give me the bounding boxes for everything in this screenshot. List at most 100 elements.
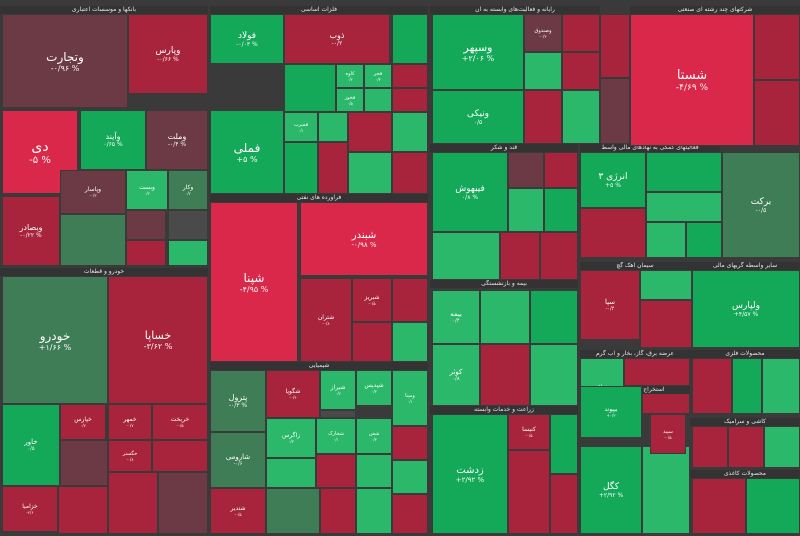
stock-symbol: وسپهر [463,41,493,54]
stock-change: +۱/۶۶ % [38,342,72,352]
stock-symbol: فیبهوش [455,183,485,194]
sector-title: سیمان آهک گچ [580,262,690,270]
stock-symbol: شفن [368,430,380,437]
stock-tile: وبست ۰/۲ [126,170,168,210]
stock-tile: خودرو +۱/۶۶ % [2,276,108,404]
stock-symbol: خساپا [144,329,172,342]
tile-filler [284,64,336,112]
stock-change: ۰/۴ [452,318,460,324]
stock-symbol: خاور [24,438,38,446]
tile-filler [642,446,690,534]
stock-symbol: ولپارس [732,300,760,311]
stock-change: -۵ % [29,154,51,166]
stock-change: ۰/۶۵ % [103,141,123,148]
stock-symbol: وملت [167,132,187,141]
stock-tile: شپنا -۴/۹۵ % [210,202,298,362]
stock-tile: ومپنا ۰/۱ [392,370,428,426]
tile-filler [762,358,800,414]
stock-tile: وملت -۰/۴ % [146,110,208,170]
tile-filler [686,222,722,258]
stock-symbol: بیمه [450,310,462,318]
tile-filler [480,290,530,344]
stock-tile: شتدیر -۰/۵ [210,488,266,534]
stock-tile: وآیند ۰/۶۵ % [80,110,146,170]
stock-tile: خپارس ۰/۷ [60,404,106,440]
sector-title: بیمه و بازنشستگی [430,280,578,288]
tile-filler [640,270,692,300]
stock-symbol: شبریز [364,294,380,301]
stock-symbol: وتجارت [46,49,84,64]
stock-change: ۰/۵ [27,446,35,452]
tile-filler [544,152,578,188]
stock-change: -۰/۶۶ % [157,55,179,63]
tile-filler [392,14,428,64]
stock-tile: فیبهوش ۰/۸ % [432,152,508,232]
stock-symbol: فولاد [237,30,257,41]
stock-change: ۰/۸ % [461,193,479,201]
stock-change: -۰/۲ [331,40,343,47]
stock-symbol: وکار [182,184,194,191]
tile-filler [540,232,578,280]
tile-filler [524,52,562,90]
stock-change: -۰/۶ [233,461,243,467]
tile-filler [646,222,686,258]
tile-filler [126,240,166,266]
tile-filler [550,414,578,474]
stock-symbol: وپاسار [84,186,102,193]
stock-symbol: شارومی [225,453,251,461]
tile-filler [580,208,646,258]
tile-filler [392,426,428,460]
stock-tile: خمهر -۰/۷ [108,404,152,440]
stock-change: -۰/۵ [755,206,767,214]
stock-change: ۰/۸ [452,376,460,382]
stock-change: +۲/۹۲ % [455,475,485,484]
stock-tile: وپارس -۰/۶۶ % [128,14,208,94]
stock-symbol: ومپنا [405,392,415,399]
stock-change: ۰/۳ [375,76,381,82]
stock-change: -۰/۸ [126,456,134,462]
tile-filler [392,112,428,152]
stock-change: -۰/۵ [525,433,533,438]
stock-change: ۰/۳ [371,389,377,394]
sector-title: شیمیایی [210,362,428,370]
stock-change: +۲/۹۲ % [598,491,624,499]
stock-change: +۴/۵۷ % [733,310,759,318]
stock-change: ۰/۵ [347,100,353,106]
tile-filler [348,112,392,152]
stock-symbol: برکت [750,196,772,207]
stock-tile: وپاسار -۰/۳ [60,170,126,214]
stock-change: -۰/۵ [176,423,184,428]
sector-title: فعالیتهای کمکی به نهادهای مالی واسط [580,144,720,152]
stock-tile: شبندر -۰/۹۸ % [300,202,428,276]
tile-filler [58,486,108,534]
sector-title: خودرو و قطعات [0,268,208,276]
tile-filler [316,454,356,488]
stock-symbol: شستا [676,67,708,83]
stock-symbol: شپدیس [364,382,384,389]
tile-filler [728,426,764,468]
tile-filler [550,474,578,534]
tile-filler [508,450,550,534]
stock-symbol: شتران [317,314,335,321]
stock-change: -۲/۶ [26,510,34,515]
stock-symbol: وبصادر [19,223,43,232]
tile-filler [392,152,428,194]
stock-symbol: کنیسا [522,426,536,433]
sector-title: شرکتهای چند رشته ای صنعتی [630,6,800,14]
tile-filler [764,426,800,468]
stock-symbol: فملی [233,140,261,155]
stock-tile: فولاد -۰/۰۳ % [210,14,284,64]
stock-change: -۰/۵ [234,512,242,517]
tile-filler [544,188,578,232]
stock-change: -۰/۲۲ % [20,232,42,239]
tile-filler [500,232,540,280]
stock-tile: شستا -۴/۶۹ % [630,14,754,146]
stock-tile: سپا -۰/۴ [580,270,640,340]
stock-symbol: کاوه [345,70,355,77]
tile-filler [60,214,126,266]
stock-tile: پترول -۰/۳ % [210,370,266,432]
tile-filler [646,192,722,222]
stock-change: ۰/۲ [185,191,191,196]
stock-tile: کاوه ۰/۲ [336,64,364,88]
stock-symbol: وآیند [105,132,121,141]
